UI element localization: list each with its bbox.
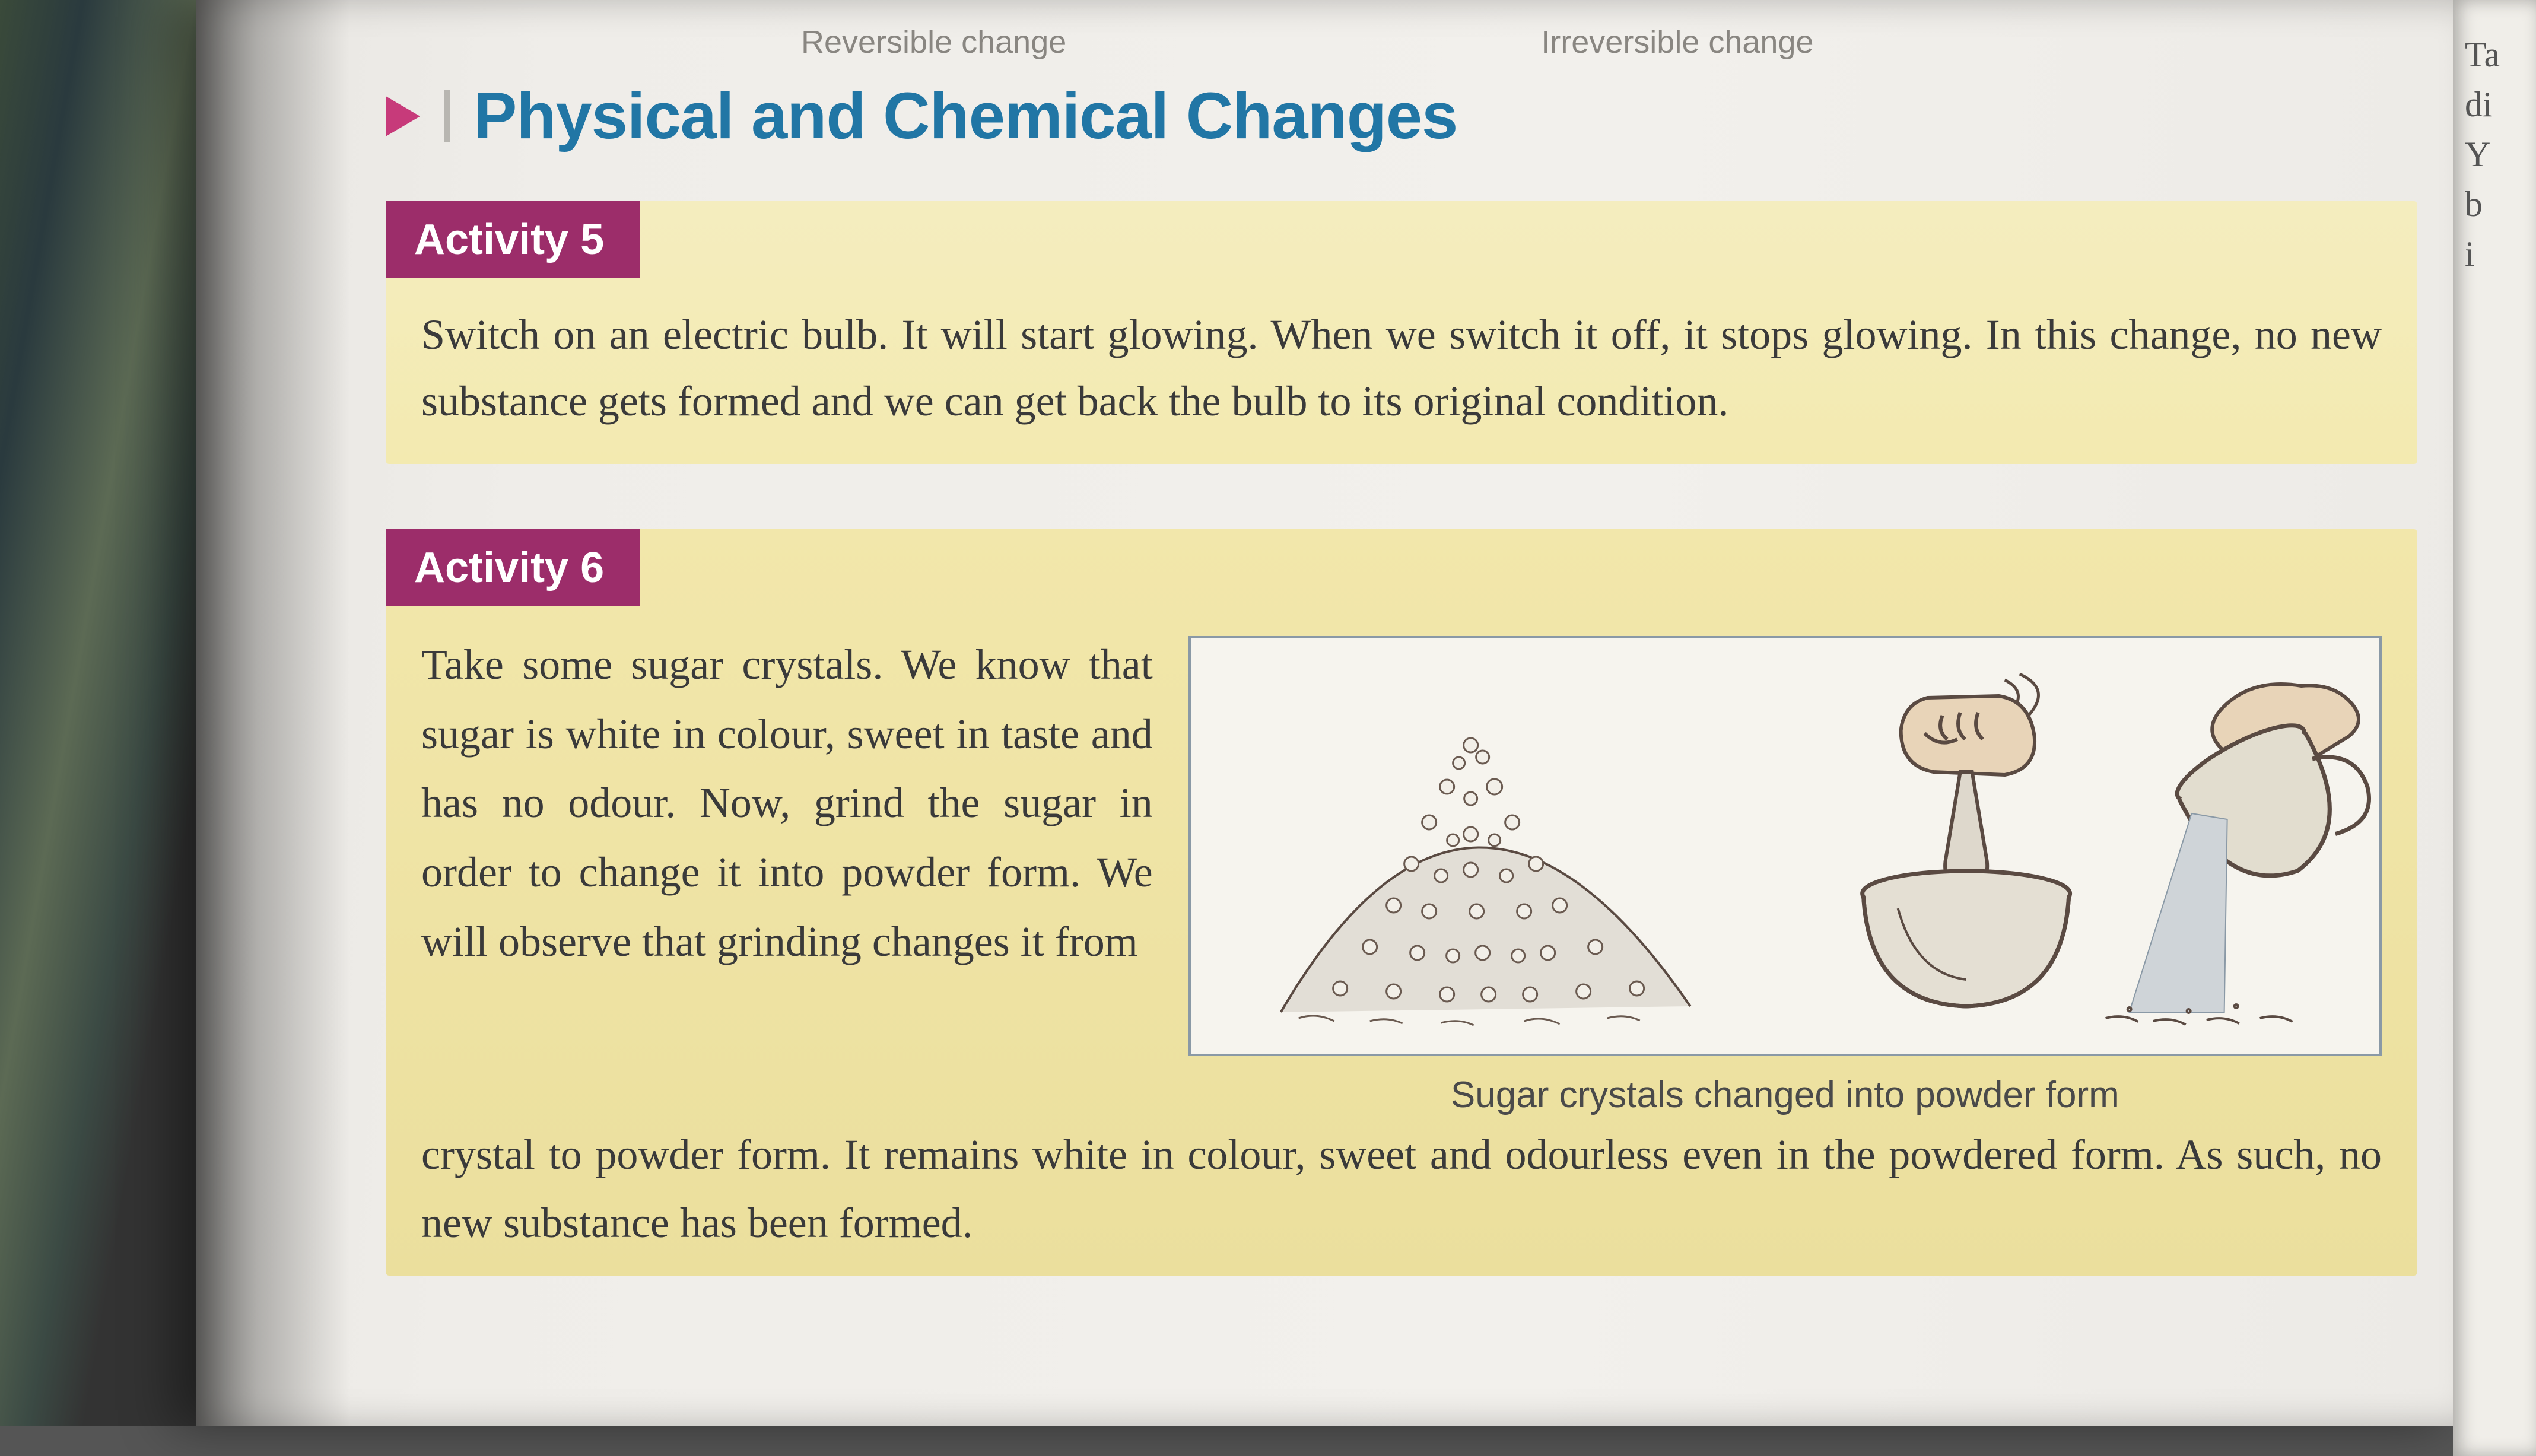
irreversible-caption: Irreversible change [1541,24,1813,61]
activity-6-label: Activity 6 [386,529,640,606]
top-image-captions: Reversible change Irreversible change [801,24,2417,61]
reversible-caption: Reversible change [801,24,1066,61]
activity-6-figure-column: Sugar crystals changed into powder form [1188,636,2382,1116]
activity-5-label: Activity 5 [386,201,640,278]
sugar-figure-frame [1188,636,2382,1056]
sliver-line: di [2465,80,2536,129]
sugar-illustration [1191,638,2379,1054]
right-page-sliver: Ta di Y b i [2453,0,2536,1456]
activity-5-box: Activity 5 Switch on an electric bulb. I… [386,201,2417,464]
section-heading-row: Physical and Chemical Changes [386,78,2417,154]
section-title: Physical and Chemical Changes [473,78,1457,154]
activity-5-text: Switch on an electric bulb. It will star… [421,302,2382,434]
textbook-page: Reversible change Irreversible change Ph… [196,0,2465,1426]
activity-6-row: Take some sugar crystals. We know that s… [421,630,2382,1116]
sliver-line: Y [2465,129,2536,179]
activity-6-box: Activity 6 Take some sugar crystals. We … [386,529,2417,1275]
activity-6-continuation-text: crystal to powder form. It remains white… [421,1121,2382,1257]
sliver-line: Ta [2465,30,2536,80]
activity-6-left-text: Take some sugar crystals. We know that s… [421,630,1153,976]
sliver-line: i [2465,229,2536,279]
sliver-line: b [2465,179,2536,229]
heading-divider [444,90,450,142]
figure-caption: Sugar crystals changed into powder form [1188,1074,2382,1116]
heading-triangle-icon [386,96,420,136]
